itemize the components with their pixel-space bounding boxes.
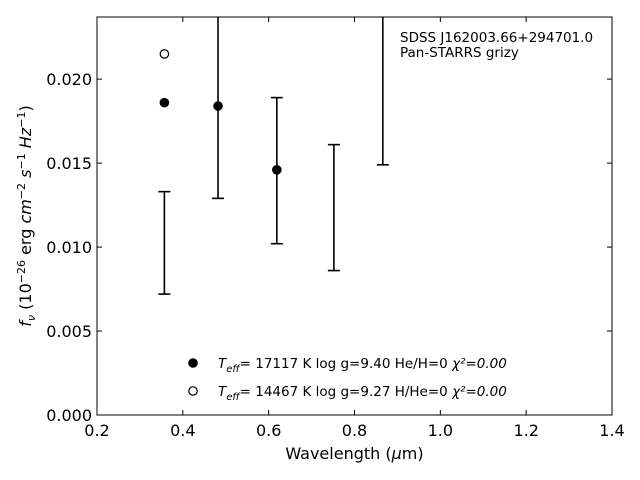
- annotation-survey: Pan-STARRS grizy: [400, 45, 519, 61]
- x-tick-label: 0.2: [84, 421, 109, 440]
- legend: Teff= 17117 K log g=9.40 He/H=0 χ²=0.00 T…: [188, 356, 507, 403]
- x-tick-label: 1.0: [428, 421, 453, 440]
- y-tick-label: 0.005: [46, 322, 92, 341]
- error-bar: [212, 17, 225, 200]
- x-tick-label: 0.8: [342, 421, 367, 440]
- legend-entry: Teff= 17117 K log g=9.40 He/H=0 χ²=0.00: [218, 356, 507, 375]
- error-bar: [327, 143, 340, 272]
- y-tick-label: 0.010: [46, 238, 92, 257]
- legend-marker: [188, 358, 198, 368]
- error-bars: [158, 17, 389, 295]
- model-point-filled: [272, 165, 282, 175]
- plot-frame: [96, 16, 613, 416]
- model-point-open: [159, 49, 170, 59]
- annotation-object-name: SDSS J162003.66+294701.0: [400, 30, 593, 46]
- legend-marker: [188, 386, 198, 396]
- x-axis-label: Wavelength (μm): [285, 444, 423, 463]
- x-tick-label: 0.6: [256, 421, 281, 440]
- error-bar: [376, 17, 389, 166]
- x-tick-label: 0.4: [170, 421, 195, 440]
- model-point-filled: [213, 101, 223, 111]
- y-axis-label: fν (10−26 erg cm−2 s−1 Hz−1): [15, 105, 38, 326]
- x-tick-label: 1.4: [599, 421, 624, 440]
- y-tick-label: 0.020: [46, 70, 92, 89]
- model-points: [159, 49, 282, 175]
- error-bar: [158, 190, 171, 295]
- model-point-filled: [159, 97, 170, 108]
- y-tick-label: 0.015: [46, 154, 92, 173]
- legend-entry: Teff= 14467 K log g=9.27 H/He=0 χ²=0.00: [218, 384, 507, 403]
- y-tick-label: 0.000: [46, 406, 92, 425]
- x-tick-label: 1.2: [513, 421, 538, 440]
